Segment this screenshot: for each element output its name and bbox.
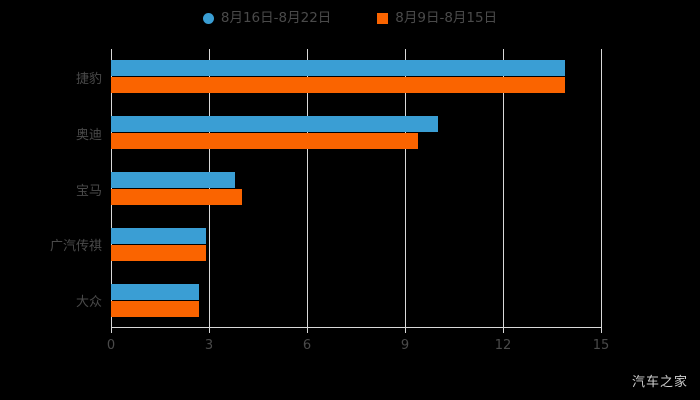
bar-group <box>111 227 601 261</box>
watermark: 汽车之家 <box>631 375 688 390</box>
legend-entry-series-1[interactable]: 8月16日-8月22日 <box>202 8 332 28</box>
bar-group <box>111 283 601 317</box>
bar[interactable] <box>111 133 419 150</box>
y-axis-label: 广汽传祺 <box>49 239 102 255</box>
bar[interactable] <box>111 244 206 261</box>
plot-area: 0 3 6 9 12 15 捷豹奥迪宝马广汽传祺大众 <box>50 49 609 353</box>
bar[interactable] <box>111 116 438 133</box>
x-tick-label: 0 <box>106 338 116 353</box>
x-tick-label: 12 <box>494 338 512 353</box>
bar[interactable] <box>111 189 242 205</box>
legend-circle-marker-icon <box>202 12 214 24</box>
legend-label-series-1: 8月16日-8月22日 <box>220 10 332 26</box>
chart-legend: 8月16日-8月22日 8月9日-8月15日 <box>0 8 700 28</box>
x-tick-mark <box>111 328 112 333</box>
y-axis-label: 大众 <box>75 295 102 311</box>
x-tick-mark <box>601 328 602 333</box>
gridline <box>601 49 602 328</box>
x-tick-mark <box>209 328 210 333</box>
y-axis-label: 捷豹 <box>75 71 102 87</box>
x-tick-label: 3 <box>204 338 214 353</box>
x-tick-label: 6 <box>302 338 312 353</box>
y-axis-label: 奥迪 <box>75 127 102 143</box>
legend-entry-series-2[interactable]: 8月9日-8月15日 <box>377 8 497 28</box>
bar[interactable] <box>111 60 566 77</box>
bar[interactable] <box>111 300 200 317</box>
x-tick-mark <box>503 328 504 333</box>
gridline <box>405 49 406 328</box>
legend-label-series-2: 8月9日-8月15日 <box>395 10 498 26</box>
bar[interactable] <box>111 283 200 300</box>
gridline <box>307 49 308 328</box>
x-tick-mark <box>307 328 308 333</box>
bar-group <box>111 172 601 205</box>
bar-group <box>111 116 601 150</box>
bar[interactable] <box>111 77 566 94</box>
bar[interactable] <box>111 172 236 188</box>
bar-group <box>111 60 601 94</box>
legend-square-marker-icon <box>377 12 389 24</box>
x-tick-label: 15 <box>592 338 610 353</box>
x-tick-mark <box>405 328 406 333</box>
y-axis-label: 宝马 <box>75 183 102 199</box>
y-axis-line <box>111 49 112 328</box>
gridline <box>503 49 504 328</box>
gridline <box>209 49 210 328</box>
bar[interactable] <box>111 227 206 244</box>
x-tick-label: 9 <box>400 338 410 353</box>
x-axis-line <box>111 327 601 328</box>
